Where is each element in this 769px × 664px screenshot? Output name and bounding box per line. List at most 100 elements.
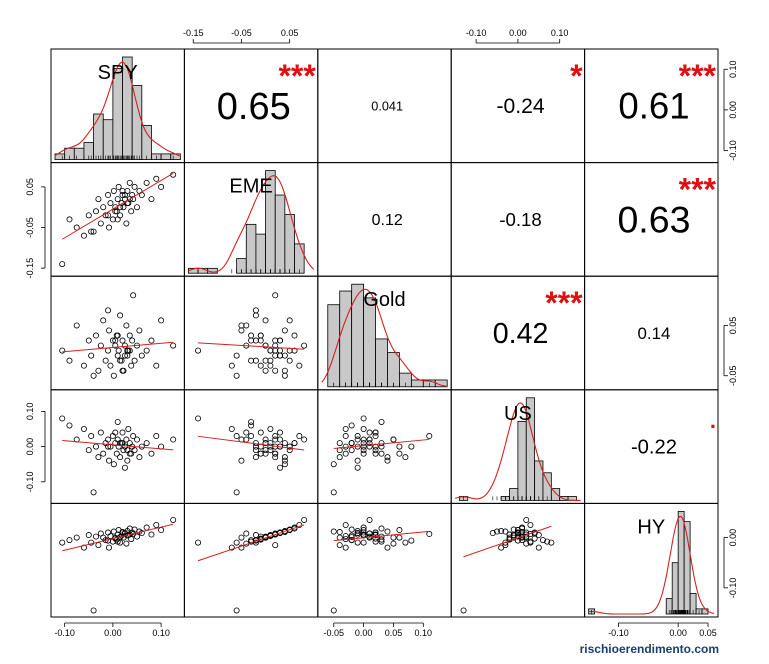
correlation-value: -0.24 [497,95,545,118]
scatter-point [348,532,355,539]
scatter-point [378,525,385,532]
scatter-point [354,531,361,538]
top-axis-us: -0.10 0.00 0.10 [466,28,568,44]
scatter-point [342,433,349,440]
histogram-bar [677,510,685,615]
histogram-bar [93,113,104,160]
scatter-point [519,537,526,544]
density-curve [54,61,181,157]
scatter-hy-vs-us [460,516,555,614]
scatter-point [390,534,397,541]
scatter-point [510,526,517,533]
tick-label: -0.10 [608,628,629,638]
panel-frame [183,389,319,504]
scatter-point [158,317,165,324]
scatter-point [80,362,87,369]
scatter-point [73,322,80,329]
scatter-hy-vs-eme [195,516,308,614]
scatter-point [272,531,279,538]
scatter-point [354,436,361,443]
scatter-point [124,457,131,464]
scatter-point [514,533,521,540]
correlation-spy-gold: 0.041 [371,99,403,113]
scatter-point [354,530,361,537]
tick-label: 0.05 [699,628,717,638]
scatter-point [262,357,269,364]
scatter-point [117,357,124,364]
scatter-point [158,183,165,190]
scatter-point [170,436,177,443]
histogram-bar [671,562,679,615]
histogram-bar [170,153,181,160]
scatter-point [233,352,240,359]
scatter-point [92,332,99,339]
scatter-point [59,539,66,546]
scatter-point [119,187,126,194]
scatter-point [92,533,99,540]
scatter-point [262,317,269,324]
scatter-point [90,607,97,614]
scatter-point [510,534,517,541]
scatter-point [80,232,87,239]
scatter-point [123,540,130,547]
scatter-point [248,332,255,339]
scatter-point [138,530,145,537]
scatter-point [372,447,379,454]
scatter-point [85,212,92,219]
scatter-point [262,342,269,349]
scatter-point [100,317,107,324]
correlation-value: -0.18 [499,209,541,230]
scatter-point [238,544,245,551]
histogram-bar [245,223,257,274]
scatter-point [272,367,279,374]
scatter-point [59,261,66,268]
scatter-point [277,429,284,436]
scatter-point [281,454,288,461]
scatter-point [136,327,143,334]
tick-label: -0.05 [25,217,35,238]
scatter-point [170,342,177,349]
scatter-point [272,433,279,440]
correlation-gold-us: 0.42*** [493,285,583,350]
scatter-point [277,337,284,344]
scatter-point [402,454,409,461]
histogram-gold: Gold [321,283,448,388]
scatter-point [95,542,102,549]
histogram-bar [351,283,364,388]
fit-line [197,435,305,451]
scatter-point [243,436,250,443]
tick-label: 0.05 [281,28,299,38]
scatter-point [131,447,138,454]
scatter-point [257,332,264,339]
scatter-point [267,425,274,432]
scatter-point [252,443,259,450]
scatter-point [277,347,284,354]
histogram-bar [327,304,341,388]
significance-stars: *** [679,58,717,94]
scatter-point [112,429,119,436]
scatter-point [252,337,259,344]
histogram-bar [274,194,286,274]
scatter-point [348,440,355,447]
scatter-point [248,337,255,344]
scatter-point [95,196,102,203]
fit-line [62,523,174,552]
scatter-point [128,208,135,215]
panel-frame [50,389,185,504]
scatter-point [153,433,160,440]
scatter-point [301,436,308,443]
right-axis-spy: 0.10 0.00 -0.10 [723,60,738,161]
scatter-point [124,347,131,354]
scatter-point [252,532,259,539]
histogram-bar [255,233,266,274]
scatter-point [123,436,130,443]
scatter-point [252,357,259,364]
scatter-point [272,450,279,457]
scatter-point [272,337,279,344]
tick-label: 0.10 [728,60,738,78]
histogram-bar [517,421,527,501]
top-axis-eme: -0.15 -0.05 0.05 [183,28,299,44]
scatter-point [366,440,373,447]
scatter-point [195,539,202,546]
